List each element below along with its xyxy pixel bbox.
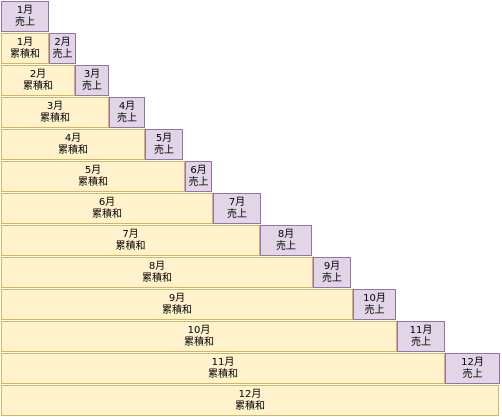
month-label: 12月 — [238, 388, 262, 400]
cumulative-label: 累積和 — [10, 48, 40, 60]
month-label: 8月 — [277, 228, 295, 240]
sales-box: 5月 売上 — [145, 129, 183, 160]
month-label: 7月 — [122, 228, 139, 240]
sales-label: 売上 — [411, 336, 431, 348]
cumulative-sum-box: 2月 累積和 — [1, 65, 75, 96]
month-label: 2月 — [54, 36, 71, 48]
cumulative-sum-box: 11月 累積和 — [1, 353, 445, 384]
sales-label: 売上 — [154, 144, 174, 156]
month-label: 4月 — [118, 100, 136, 112]
sales-box: 2月 売上 — [49, 33, 76, 64]
month-label: 8月 — [148, 260, 166, 272]
sales-label: 売上 — [52, 48, 73, 60]
sales-box: 3月 売上 — [75, 65, 109, 96]
cumulative-label: 累積和 — [40, 112, 70, 124]
month-label: 9月 — [323, 260, 341, 272]
sales-box: 8月 売上 — [260, 225, 312, 256]
month-label: 11月 — [211, 356, 235, 368]
month-label: 1月 — [16, 36, 34, 48]
cumulative-sum-box: 3月 累積和 — [1, 97, 109, 128]
cumulative-label: 累積和 — [208, 368, 238, 380]
sales-label: 売上 — [15, 16, 35, 28]
cumulative-label: 累積和 — [115, 240, 146, 252]
cumulative-sum-box: 1月 累積和 — [1, 33, 49, 64]
cumulative-label: 累積和 — [23, 80, 53, 92]
sales-box: 4月 売上 — [109, 97, 145, 128]
cumulative-sum-box: 7月 累積和 — [1, 225, 260, 256]
sales-label: 売上 — [82, 80, 102, 92]
month-label: 2月 — [29, 68, 47, 80]
month-label: 6月 — [98, 196, 116, 208]
sales-box: 10月 売上 — [353, 289, 396, 320]
cumulative-label: 累積和 — [142, 272, 172, 284]
cumulative-sum-box: 4月 累積和 — [1, 129, 145, 160]
sales-label: 売上 — [117, 112, 137, 124]
month-label: 5月 — [84, 164, 102, 176]
month-label: 11月 — [409, 324, 433, 336]
sales-label: 売上 — [322, 272, 342, 284]
month-label: 10月 — [187, 324, 211, 336]
sales-box: 11月 売上 — [397, 321, 445, 352]
sales-box: 12月 売上 — [445, 353, 500, 384]
month-label: 6月 — [190, 164, 207, 176]
month-label: 5月 — [155, 132, 173, 144]
cumulative-label: 累積和 — [162, 304, 192, 316]
cumulative-label: 累積和 — [184, 336, 214, 348]
sales-box: 9月 売上 — [313, 257, 351, 288]
month-label: 1月 — [16, 4, 34, 16]
sales-label: 売上 — [364, 304, 385, 316]
sales-box: 7月 売上 — [213, 193, 261, 224]
sales-box: 1月 売上 — [1, 1, 49, 32]
month-label: 7月 — [228, 196, 246, 208]
sales-label: 売上 — [276, 240, 296, 252]
month-label: 3月 — [46, 100, 64, 112]
month-label: 12月 — [461, 356, 484, 368]
month-label: 9月 — [168, 292, 186, 304]
cumulative-sum-box: 5月 累積和 — [1, 161, 185, 192]
month-label: 4月 — [64, 132, 82, 144]
cumulative-sum-box: 8月 累積和 — [1, 257, 313, 288]
cumulative-sum-box: 6月 累積和 — [1, 193, 213, 224]
cumulative-label: 累積和 — [58, 144, 88, 156]
cumulative-sum-box: 10月 累積和 — [1, 321, 397, 352]
sales-label: 売上 — [462, 368, 483, 380]
cumulative-label: 累積和 — [92, 208, 122, 220]
cumulative-sum-box: 12月 累積和 — [1, 385, 499, 416]
month-label: 3月 — [83, 68, 101, 80]
cumulative-label: 累積和 — [235, 400, 265, 412]
sales-label: 売上 — [227, 208, 247, 220]
sales-label: 売上 — [188, 176, 209, 188]
cumulative-label: 累積和 — [78, 176, 108, 188]
cumulative-sum-box: 9月 累積和 — [1, 289, 353, 320]
sales-box: 6月 売上 — [185, 161, 212, 192]
month-label: 10月 — [363, 292, 386, 304]
